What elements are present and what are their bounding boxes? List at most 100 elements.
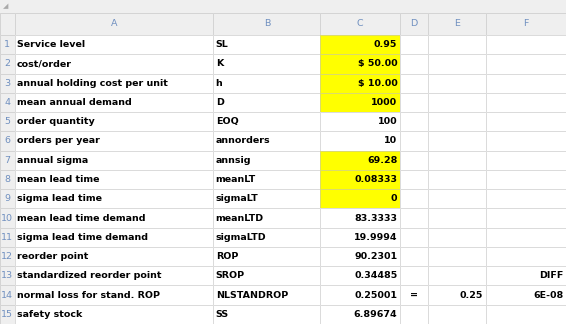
Text: 19.9994: 19.9994 xyxy=(354,233,397,242)
Bar xyxy=(15,170,213,189)
Bar xyxy=(15,74,213,93)
Bar xyxy=(0,189,15,208)
Bar xyxy=(15,54,213,74)
Text: Service level: Service level xyxy=(17,40,85,49)
Text: B: B xyxy=(264,19,270,29)
Bar xyxy=(400,170,428,189)
Text: 0.95: 0.95 xyxy=(374,40,397,49)
Bar xyxy=(428,54,486,74)
Text: 6.89674: 6.89674 xyxy=(354,310,397,319)
Bar xyxy=(0,112,15,131)
Bar xyxy=(320,170,400,189)
Bar xyxy=(15,13,213,35)
Bar xyxy=(428,112,486,131)
Text: sigma lead time demand: sigma lead time demand xyxy=(17,233,148,242)
Bar xyxy=(0,247,15,266)
Bar xyxy=(428,131,486,151)
Bar xyxy=(486,285,566,305)
Text: 90.2301: 90.2301 xyxy=(354,252,397,261)
Bar xyxy=(0,131,15,151)
Bar xyxy=(213,247,320,266)
Text: F: F xyxy=(523,19,529,29)
Bar xyxy=(486,247,566,266)
Bar xyxy=(0,170,15,189)
Bar xyxy=(486,93,566,112)
Bar xyxy=(400,35,428,54)
Bar xyxy=(213,74,320,93)
Bar xyxy=(400,151,428,170)
Text: h: h xyxy=(216,79,222,88)
Bar xyxy=(486,93,566,112)
Bar xyxy=(0,131,15,151)
Bar xyxy=(320,228,400,247)
Bar xyxy=(486,112,566,131)
Text: orders per year: orders per year xyxy=(17,136,100,145)
Bar xyxy=(0,247,15,266)
Bar xyxy=(486,266,566,285)
Text: NLSTANDROP: NLSTANDROP xyxy=(216,291,288,300)
Text: 0.25001: 0.25001 xyxy=(354,291,397,300)
Text: 2: 2 xyxy=(5,59,10,68)
Bar xyxy=(428,54,486,74)
Text: 12: 12 xyxy=(1,252,14,261)
Bar xyxy=(15,35,213,54)
Bar xyxy=(320,93,400,112)
Bar xyxy=(213,285,320,305)
Bar xyxy=(15,35,213,54)
Text: 0.34485: 0.34485 xyxy=(354,271,397,280)
Text: 0.08333: 0.08333 xyxy=(354,175,397,184)
Bar xyxy=(15,228,213,247)
Bar xyxy=(213,35,320,54)
Bar xyxy=(15,151,213,170)
Text: meanLTD: meanLTD xyxy=(216,214,264,223)
Bar xyxy=(400,93,428,112)
Text: 83.3333: 83.3333 xyxy=(354,214,397,223)
Bar xyxy=(486,54,566,74)
Bar xyxy=(486,189,566,208)
Bar xyxy=(428,74,486,93)
Text: 5: 5 xyxy=(5,117,10,126)
Bar xyxy=(428,285,486,305)
Bar xyxy=(428,93,486,112)
Text: $ 50.00: $ 50.00 xyxy=(358,59,397,68)
Bar xyxy=(320,13,400,35)
Bar xyxy=(320,131,400,151)
Bar xyxy=(213,228,320,247)
Bar xyxy=(486,13,566,35)
Bar xyxy=(15,151,213,170)
Bar xyxy=(320,305,400,324)
Text: 6: 6 xyxy=(5,136,10,145)
Bar xyxy=(213,112,320,131)
Bar xyxy=(213,208,320,228)
Bar xyxy=(320,13,400,35)
Bar xyxy=(320,151,400,170)
Bar xyxy=(320,189,400,208)
Text: SL: SL xyxy=(216,40,229,49)
Bar xyxy=(213,151,320,170)
Text: annual holding cost per unit: annual holding cost per unit xyxy=(17,79,168,88)
Bar xyxy=(0,228,15,247)
Bar xyxy=(428,170,486,189)
Text: annsig: annsig xyxy=(216,156,251,165)
Text: 15: 15 xyxy=(1,310,14,319)
Bar xyxy=(320,151,400,170)
Bar xyxy=(15,266,213,285)
Bar xyxy=(0,112,15,131)
Bar xyxy=(428,112,486,131)
Bar xyxy=(0,93,15,112)
Bar xyxy=(486,35,566,54)
Bar xyxy=(320,266,400,285)
Bar xyxy=(400,13,428,35)
Bar xyxy=(213,54,320,74)
Text: 9: 9 xyxy=(5,194,10,203)
Text: $ 10.00: $ 10.00 xyxy=(358,79,397,88)
Bar xyxy=(320,54,400,74)
Bar xyxy=(0,285,15,305)
Bar xyxy=(428,305,486,324)
Bar xyxy=(486,305,566,324)
Bar xyxy=(486,228,566,247)
Bar xyxy=(0,35,15,54)
Text: 3: 3 xyxy=(5,79,10,88)
Bar xyxy=(400,305,428,324)
Bar xyxy=(428,35,486,54)
